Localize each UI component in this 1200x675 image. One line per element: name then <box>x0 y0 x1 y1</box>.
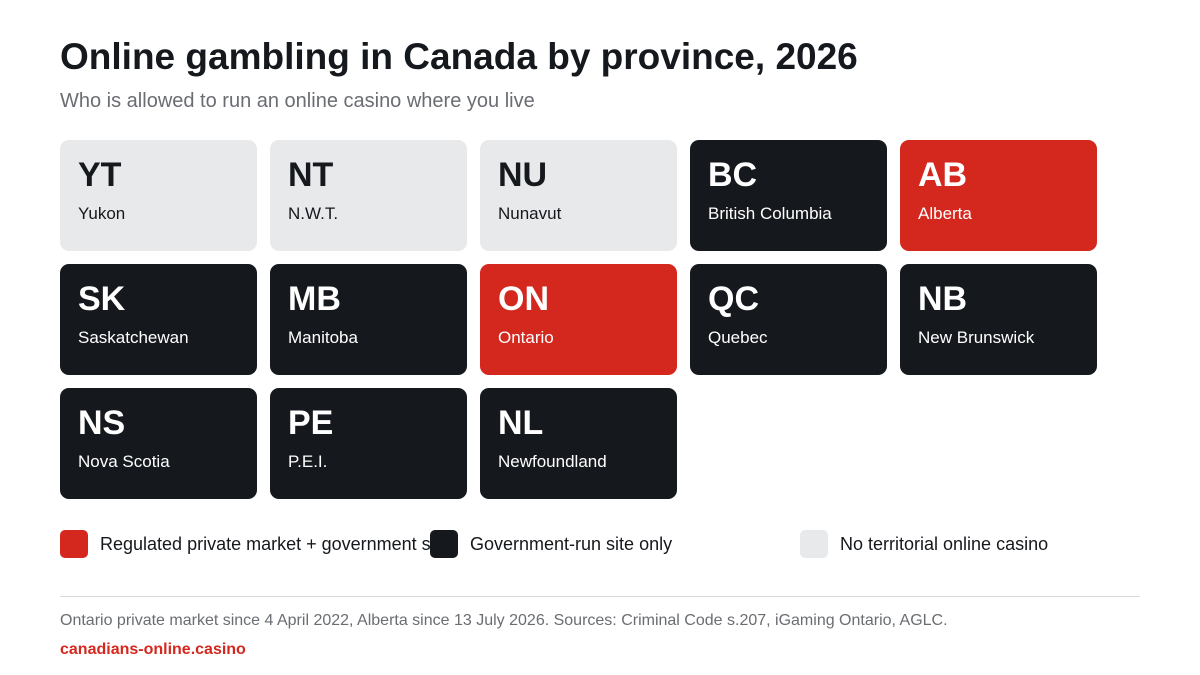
legend-swatch-gov <box>430 530 458 558</box>
province-tile-pe: PE P.E.I. <box>270 388 467 499</box>
province-name: N.W.T. <box>288 204 339 223</box>
legend-item-gov: Government-run site only <box>430 530 672 558</box>
province-name: Alberta <box>918 204 972 223</box>
province-code: QC <box>708 280 759 318</box>
province-code: PE <box>288 404 334 442</box>
province-tile-qc: QC Quebec <box>690 264 887 375</box>
province-name: Newfoundland <box>498 452 607 471</box>
province-tile-nb: NB New Brunswick <box>900 264 1097 375</box>
province-code: NT <box>288 156 334 194</box>
province-name: Manitoba <box>288 328 358 347</box>
province-name: Quebec <box>708 328 768 347</box>
legend-swatch-none <box>800 530 828 558</box>
province-tile-ns: NS Nova Scotia <box>60 388 257 499</box>
province-code: YT <box>78 156 122 194</box>
province-code: NB <box>918 280 968 318</box>
page-subtitle: Who is allowed to run an online casino w… <box>60 90 535 112</box>
legend-label: Regulated private market + government s <box>100 533 431 554</box>
province-tile-on: ON Ontario <box>480 264 677 375</box>
province-tile-sk: SK Saskatchewan <box>60 264 257 375</box>
province-name: Yukon <box>78 204 126 223</box>
province-code: AB <box>918 156 968 194</box>
province-tile-yt: YT Yukon <box>60 140 257 251</box>
province-code: NS <box>78 404 126 442</box>
province-name: Nova Scotia <box>78 452 170 471</box>
province-tile-nl: NL Newfoundland <box>480 388 677 499</box>
province-code: NL <box>498 404 544 442</box>
province-code: SK <box>78 280 126 318</box>
province-name: Saskatchewan <box>78 328 189 347</box>
province-tile-ab: AB Alberta <box>900 140 1097 251</box>
province-name: New Brunswick <box>918 328 1035 347</box>
footer-divider <box>60 596 1140 597</box>
source-note: Ontario private market since 4 April 202… <box>60 612 948 629</box>
province-code: ON <box>498 280 549 318</box>
legend-swatch-private <box>60 530 88 558</box>
province-name: P.E.I. <box>288 452 328 471</box>
legend-item-none: No territorial online casino <box>800 530 1048 558</box>
province-code: MB <box>288 280 341 318</box>
province-code: BC <box>708 156 758 194</box>
province-tile-nt: NT N.W.T. <box>270 140 467 251</box>
legend-item-private: Regulated private market + government s <box>60 530 432 558</box>
province-name: Nunavut <box>498 204 562 223</box>
page-title: Online gambling in Canada by province, 2… <box>60 36 858 77</box>
province-tile-mb: MB Manitoba <box>270 264 467 375</box>
province-name: Ontario <box>498 328 554 347</box>
province-tile-bc: BC British Columbia <box>690 140 887 251</box>
legend-label: No territorial online casino <box>840 533 1049 554</box>
legend-label: Government-run site only <box>470 533 673 554</box>
province-tile-nu: NU Nunavut <box>480 140 677 251</box>
province-grid: YT Yukon NT N.W.T. NU Nunavut BC British… <box>60 140 1100 499</box>
province-name: British Columbia <box>708 204 832 223</box>
province-code: NU <box>498 156 548 194</box>
brand-link[interactable]: canadians-online.casino <box>60 641 246 658</box>
